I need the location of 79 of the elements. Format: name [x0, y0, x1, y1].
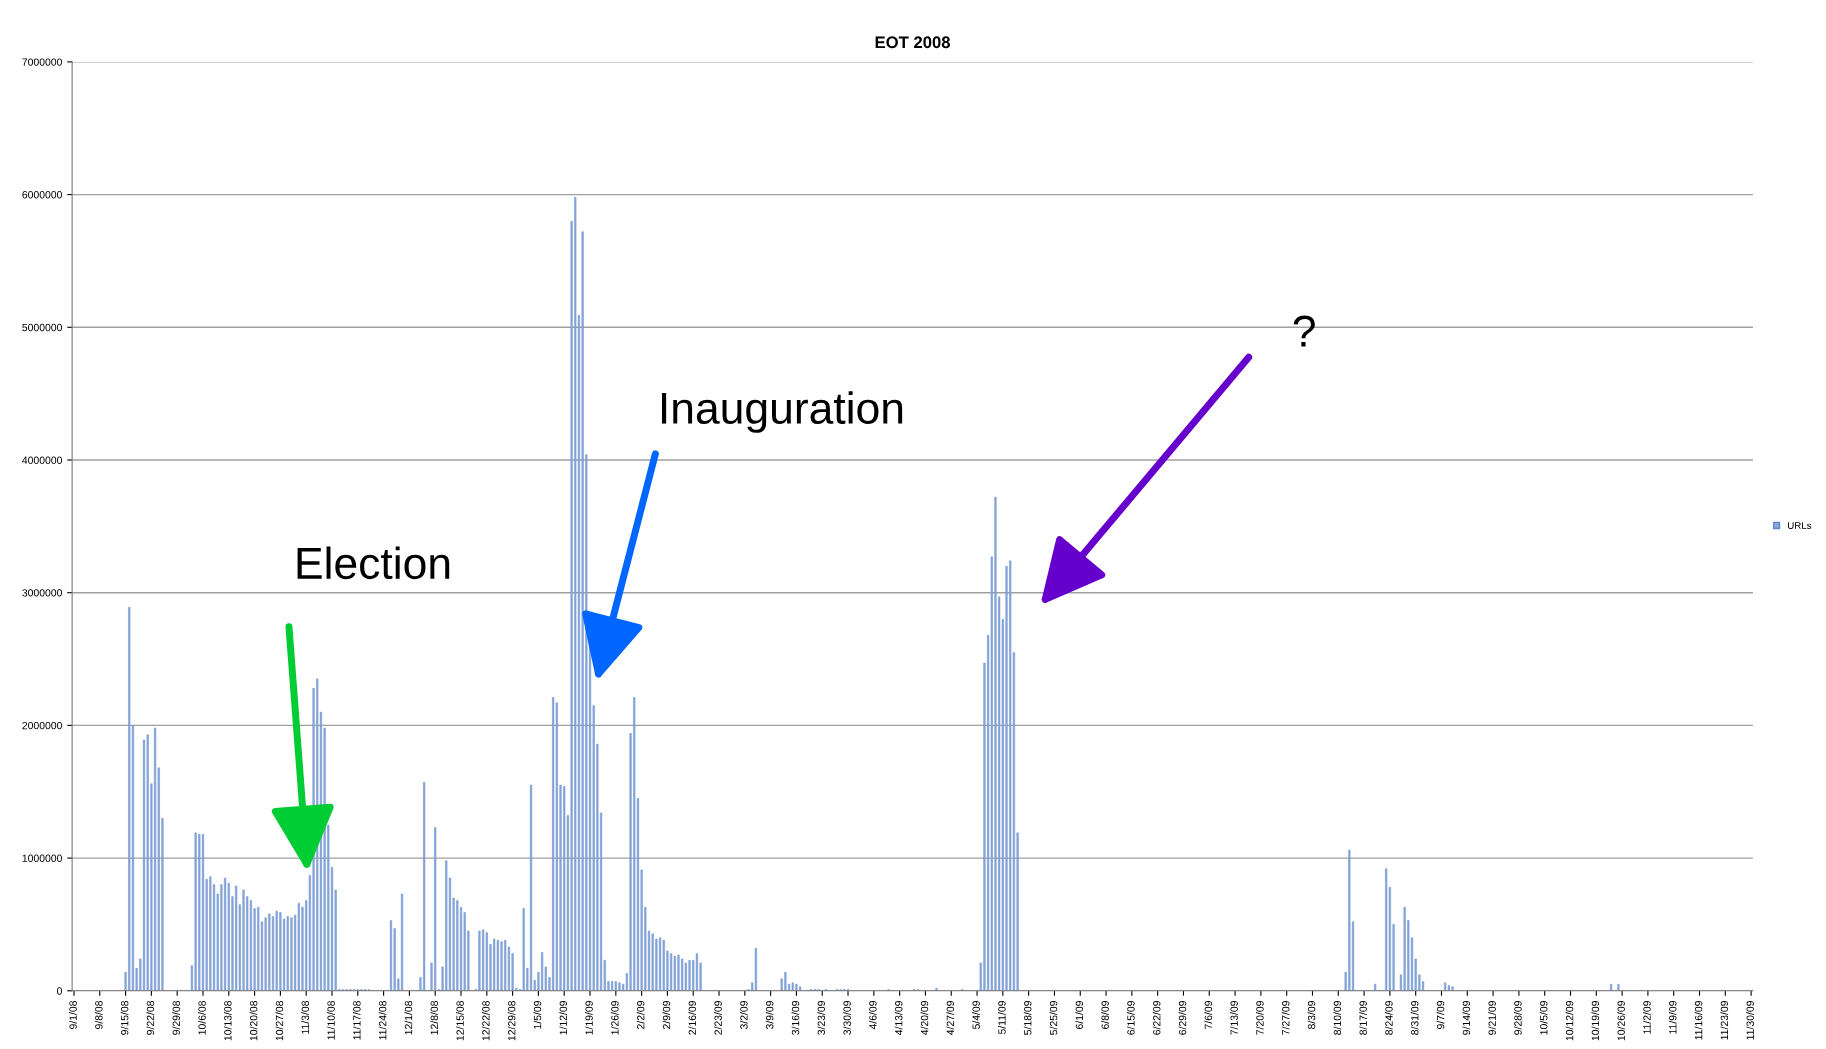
- x-tick-label: 8/10/09: [1333, 1000, 1342, 1035]
- x-tick-label: 9/14/09: [1462, 1000, 1471, 1035]
- x-tick-label: 1/5/09: [533, 1000, 542, 1029]
- x-tick-label: 9/21/09: [1488, 1000, 1496, 1035]
- x-tick-label: 3/16/09: [791, 1000, 800, 1035]
- y-tick-label: 0: [57, 987, 62, 995]
- x-tick-label: 9/28/09: [1514, 1000, 1522, 1035]
- x-tick-label: 11/2/09: [1643, 1000, 1651, 1034]
- x-tick-label: 6/22/09: [1152, 1000, 1161, 1035]
- chart-title: EOT 2008: [875, 36, 951, 49]
- x-tick-label: 4/27/09: [946, 1000, 955, 1036]
- x-tick-label: 11/30/09: [1746, 1000, 1754, 1040]
- x-tick-label: 2/16/09: [688, 1000, 697, 1035]
- x-tick-label: 1/12/09: [559, 1000, 568, 1035]
- x-tick-label: 11/23/09: [1720, 1000, 1729, 1040]
- x-tick-label: 8/24/09: [1385, 1000, 1393, 1035]
- x-tick-label: 10/20/08: [249, 1000, 258, 1041]
- y-tick-label: 6000000: [22, 191, 62, 199]
- y-tick-label: 4000000: [22, 456, 62, 464]
- annotation: Inauguration: [662, 391, 903, 433]
- x-tick-label: 5/18/09: [1023, 1000, 1032, 1035]
- x-tick-label: 10/19/09: [1591, 1000, 1600, 1041]
- x-tick-label: 6/1/09: [1075, 1000, 1084, 1029]
- x-tick-label: 3/9/09: [765, 1000, 774, 1030]
- x-tick-label: 8/17/09: [1359, 1000, 1367, 1035]
- y-tick-label: 1000000: [22, 854, 62, 862]
- x-tick-label: 7/27/09: [1281, 1000, 1290, 1035]
- x-tick-label: 6/8/09: [1101, 1000, 1109, 1029]
- x-tick-label: 12/8/08: [430, 1000, 438, 1035]
- x-tick-label: 6/15/09: [1127, 1000, 1135, 1035]
- x-tick-label: 8/3/09: [1307, 1000, 1316, 1030]
- x-tick-label: 9/15/08: [120, 1000, 129, 1035]
- x-tick-label: 12/1/08: [404, 1000, 413, 1035]
- x-tick-label: 12/15/08: [456, 1000, 464, 1041]
- x-tick-label: 11/9/09: [1668, 1000, 1677, 1034]
- x-tick-label: 6/29/09: [1178, 1000, 1187, 1035]
- x-tick-label: 4/20/09: [920, 1000, 929, 1036]
- x-tick-label: 11/17/08: [352, 1000, 361, 1040]
- x-tick-label: 11/10/08: [327, 1000, 335, 1040]
- x-tick-label: 10/5/09: [1539, 1000, 1548, 1035]
- annotation: ?: [1293, 315, 1315, 347]
- x-tick-label: 5/25/09: [1049, 1000, 1058, 1035]
- y-tick-label: 3000000: [22, 589, 62, 597]
- x-tick-label: 11/24/08: [378, 1000, 387, 1040]
- x-tick-label: 11/16/09: [1694, 1000, 1703, 1040]
- x-tick-label: 10/12/09: [1565, 1000, 1574, 1041]
- x-tick-label: 3/30/09: [843, 1000, 851, 1035]
- x-tick-label: 10/26/09: [1617, 1000, 1625, 1041]
- x-tick-label: 7/20/09: [1256, 1000, 1264, 1035]
- x-tick-label: 2/2/09: [636, 1000, 645, 1029]
- x-tick-label: 3/2/09: [739, 1000, 748, 1030]
- x-tick-label: 10/13/08: [223, 1000, 232, 1041]
- x-tick-label: 11/3/08: [301, 1000, 309, 1034]
- x-tick-label: 10/27/08: [275, 1000, 284, 1041]
- y-tick-label: 5000000: [22, 323, 62, 332]
- x-tick-label: 12/22/08: [481, 1000, 490, 1041]
- x-tick-label: 9/1/08: [69, 1000, 77, 1029]
- x-tick-label: 7/13/09: [1230, 1000, 1238, 1035]
- x-tick-label: 10/6/08: [198, 1000, 206, 1035]
- x-tick-label: 2/23/09: [714, 1000, 722, 1035]
- x-tick-label: 1/19/09: [585, 1000, 593, 1035]
- y-tick-label: 2000000: [22, 721, 62, 730]
- x-tick-label: 4/6/09: [868, 1000, 877, 1030]
- x-tick-label: 9/8/08: [94, 1000, 103, 1029]
- x-tick-label: 9/7/09: [1436, 1000, 1445, 1029]
- x-tick-label: 9/29/08: [172, 1000, 180, 1035]
- x-tick-label: 2/9/09: [662, 1000, 671, 1029]
- legend-label: URLs: [1788, 522, 1812, 529]
- y-tick-label: 7000000: [22, 58, 62, 66]
- x-tick-label: 8/31/09: [1410, 1000, 1419, 1035]
- x-tick-label: 9/22/08: [146, 1000, 155, 1035]
- x-tick-label: 3/23/09: [817, 1000, 826, 1035]
- x-tick-label: 12/29/08: [507, 1000, 516, 1041]
- x-tick-label: 5/4/09: [972, 1000, 980, 1030]
- annotation: Election: [297, 546, 450, 580]
- x-tick-label: 1/26/09: [610, 1000, 619, 1035]
- x-tick-label: 5/11/09: [998, 1000, 1006, 1035]
- x-tick-label: 4/13/09: [894, 1000, 903, 1036]
- x-tick-label: 7/6/09: [1204, 1000, 1213, 1029]
